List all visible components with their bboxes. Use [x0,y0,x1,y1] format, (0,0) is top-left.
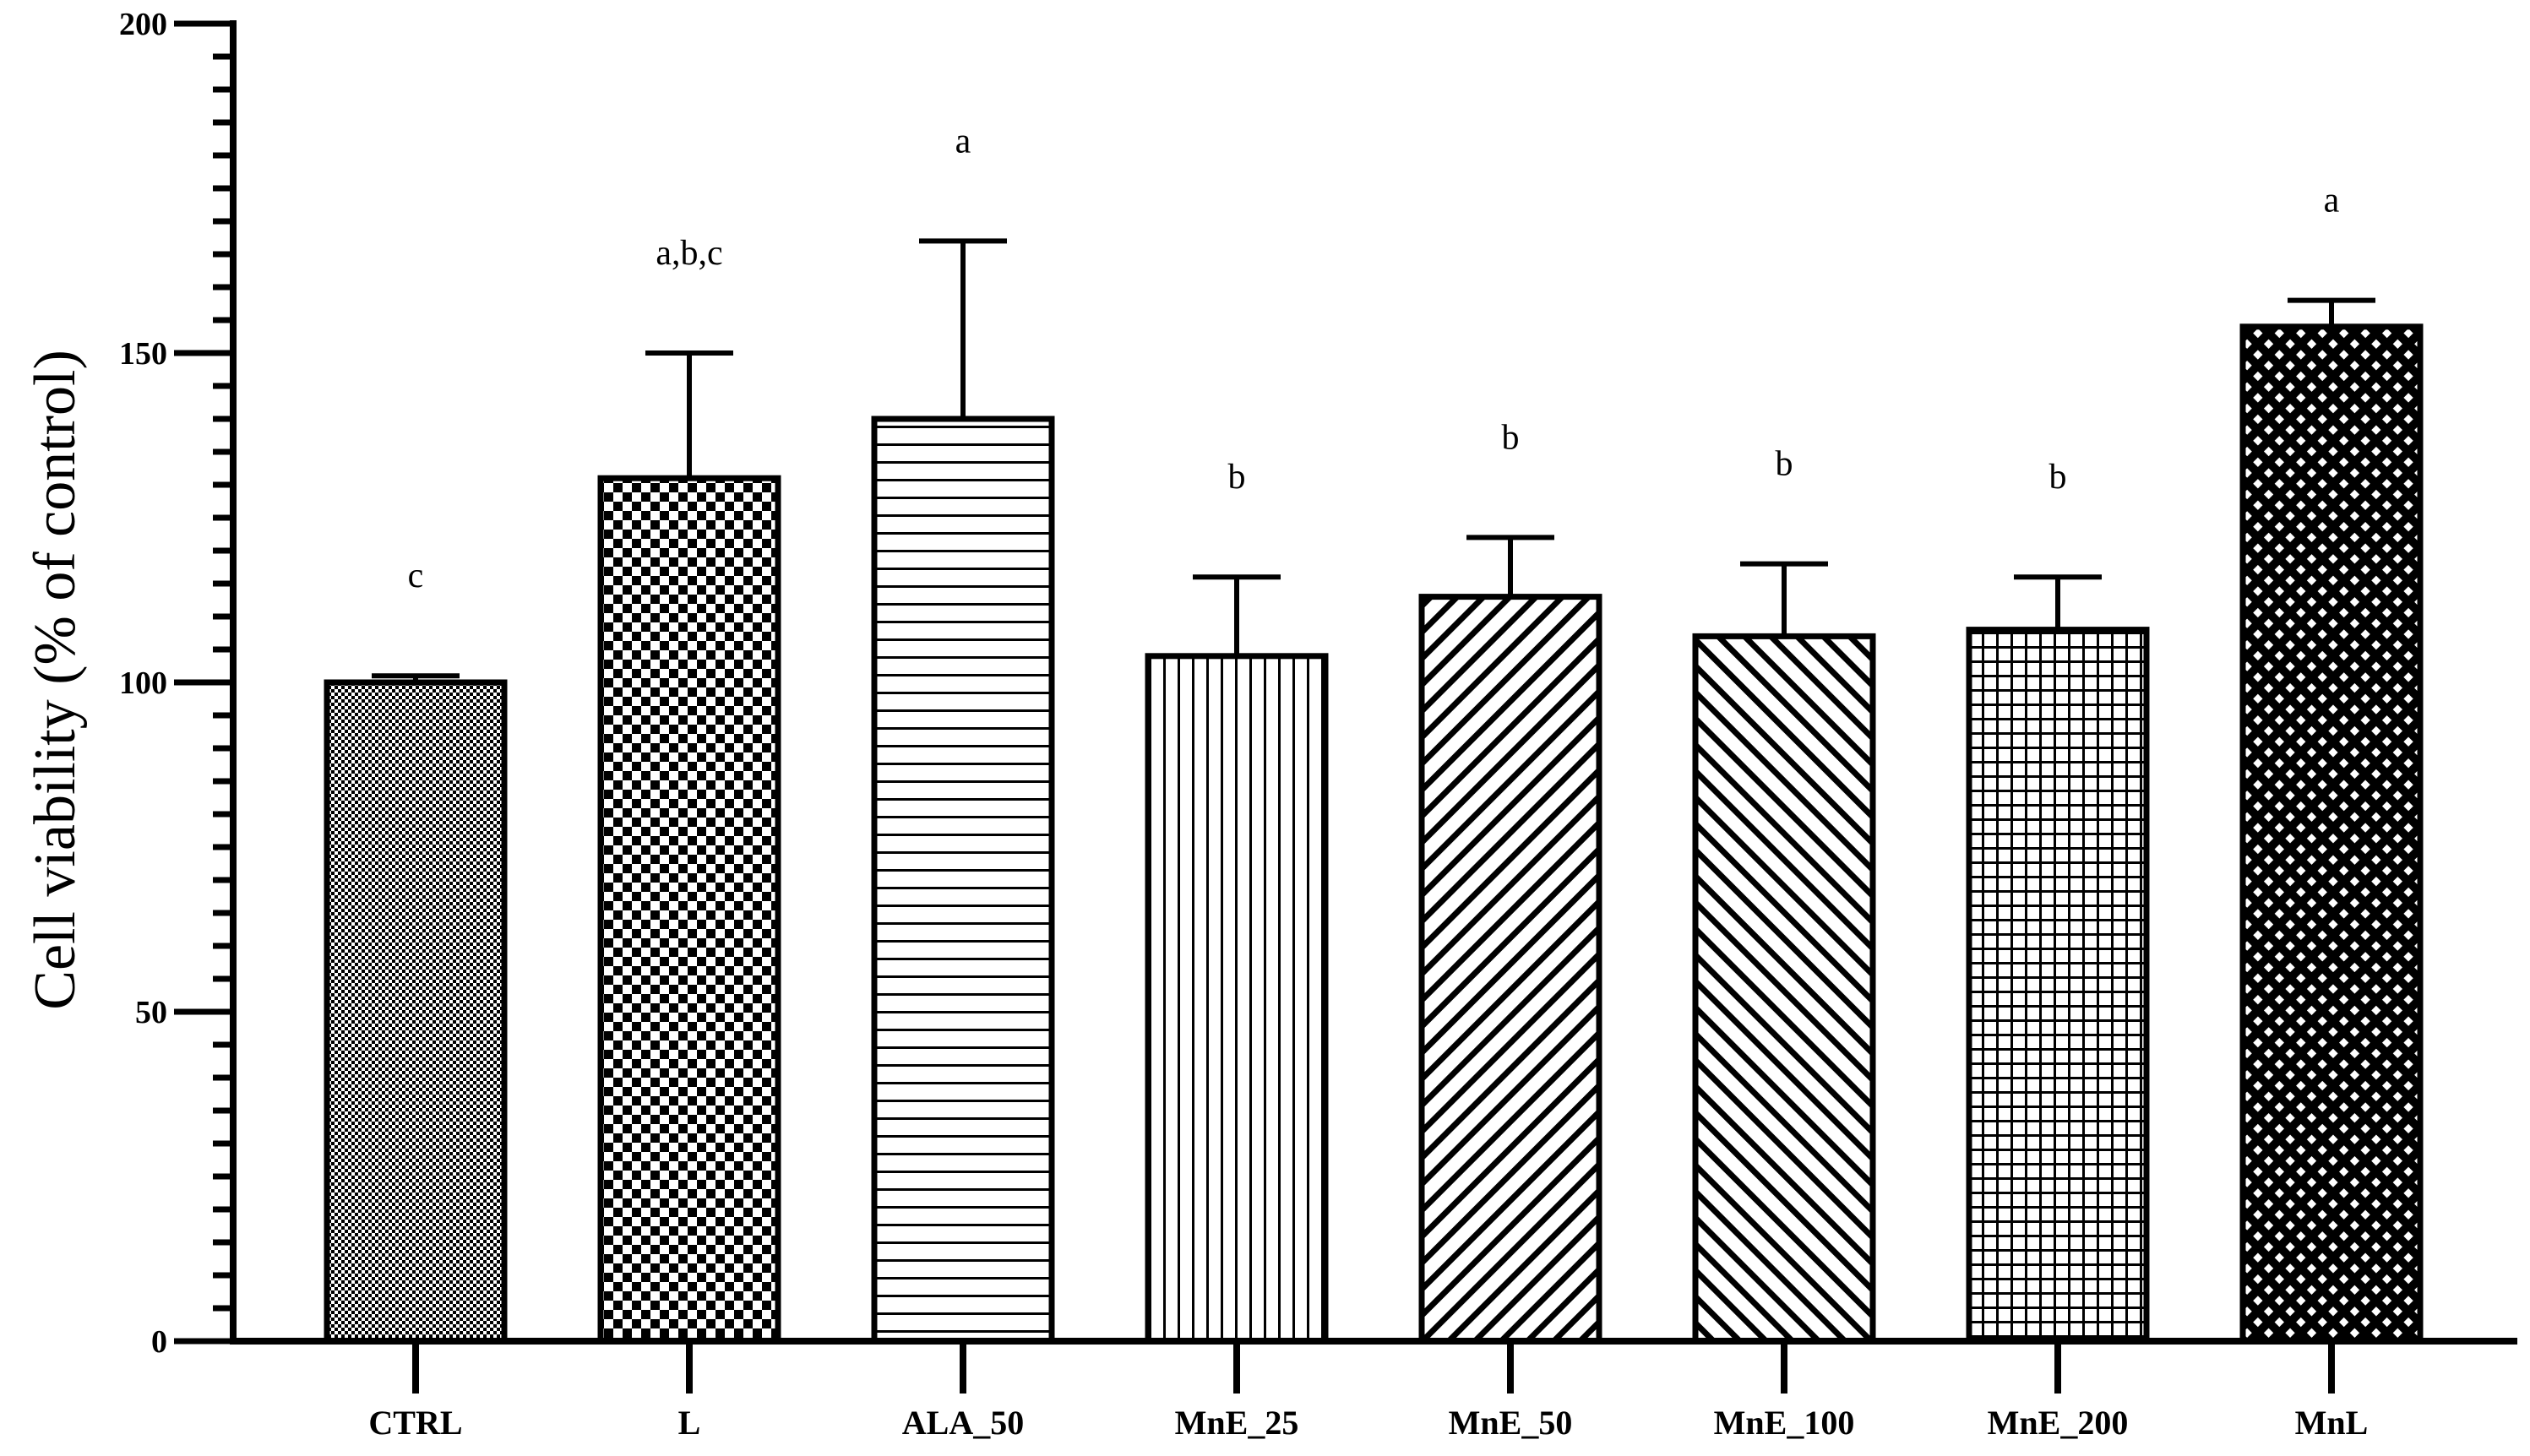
x-tick-label: MnE_25 [1175,1404,1299,1442]
x-tick-label: L [678,1404,701,1442]
bar [1418,594,1602,1345]
bar [1692,633,1876,1345]
significance-label: a [955,122,971,160]
significance-label: b [1776,445,1793,484]
significance-label: a,b,c [656,234,722,273]
significance-label: c [408,557,424,595]
y-tick-label: 0 [151,1324,167,1360]
y-tick-label: 100 [119,666,167,701]
bar [871,416,1055,1345]
significance-label: b [2049,458,2067,497]
x-tick-label: MnL [2295,1404,2369,1442]
x-tick-label: MnE_200 [1988,1404,2129,1442]
bars-group: c a,b,c a b b b b a [324,122,2424,1345]
bar [597,475,781,1345]
y-tick-label: 150 [119,336,167,372]
bar [1145,653,1329,1345]
x-tick-label: ALA_50 [902,1404,1024,1442]
y-tick-label: 200 [119,7,167,42]
bar [1966,627,2150,1345]
significance-label: b [1502,418,1520,457]
y-axis-title-group: Cell viability (% of control) [23,350,88,1009]
y-tick-label: 50 [135,995,167,1030]
y-axis-title: Cell viability (% of control) [23,350,88,1009]
bar [324,679,508,1345]
x-axis: CTRL L ALA_50 MnE_25 MnE_50 MnE_100 MnE_200 MnL [230,1338,2517,1442]
y-axis: 0 50 100 150 200 [119,7,237,1360]
x-tick-label: CTRL [368,1404,462,1442]
x-tick-label: MnE_100 [1714,1404,1855,1442]
significance-label: b [1228,458,1246,497]
significance-label: a [2324,182,2340,220]
bar [2239,323,2424,1345]
x-tick-label: MnE_50 [1449,1404,1573,1442]
